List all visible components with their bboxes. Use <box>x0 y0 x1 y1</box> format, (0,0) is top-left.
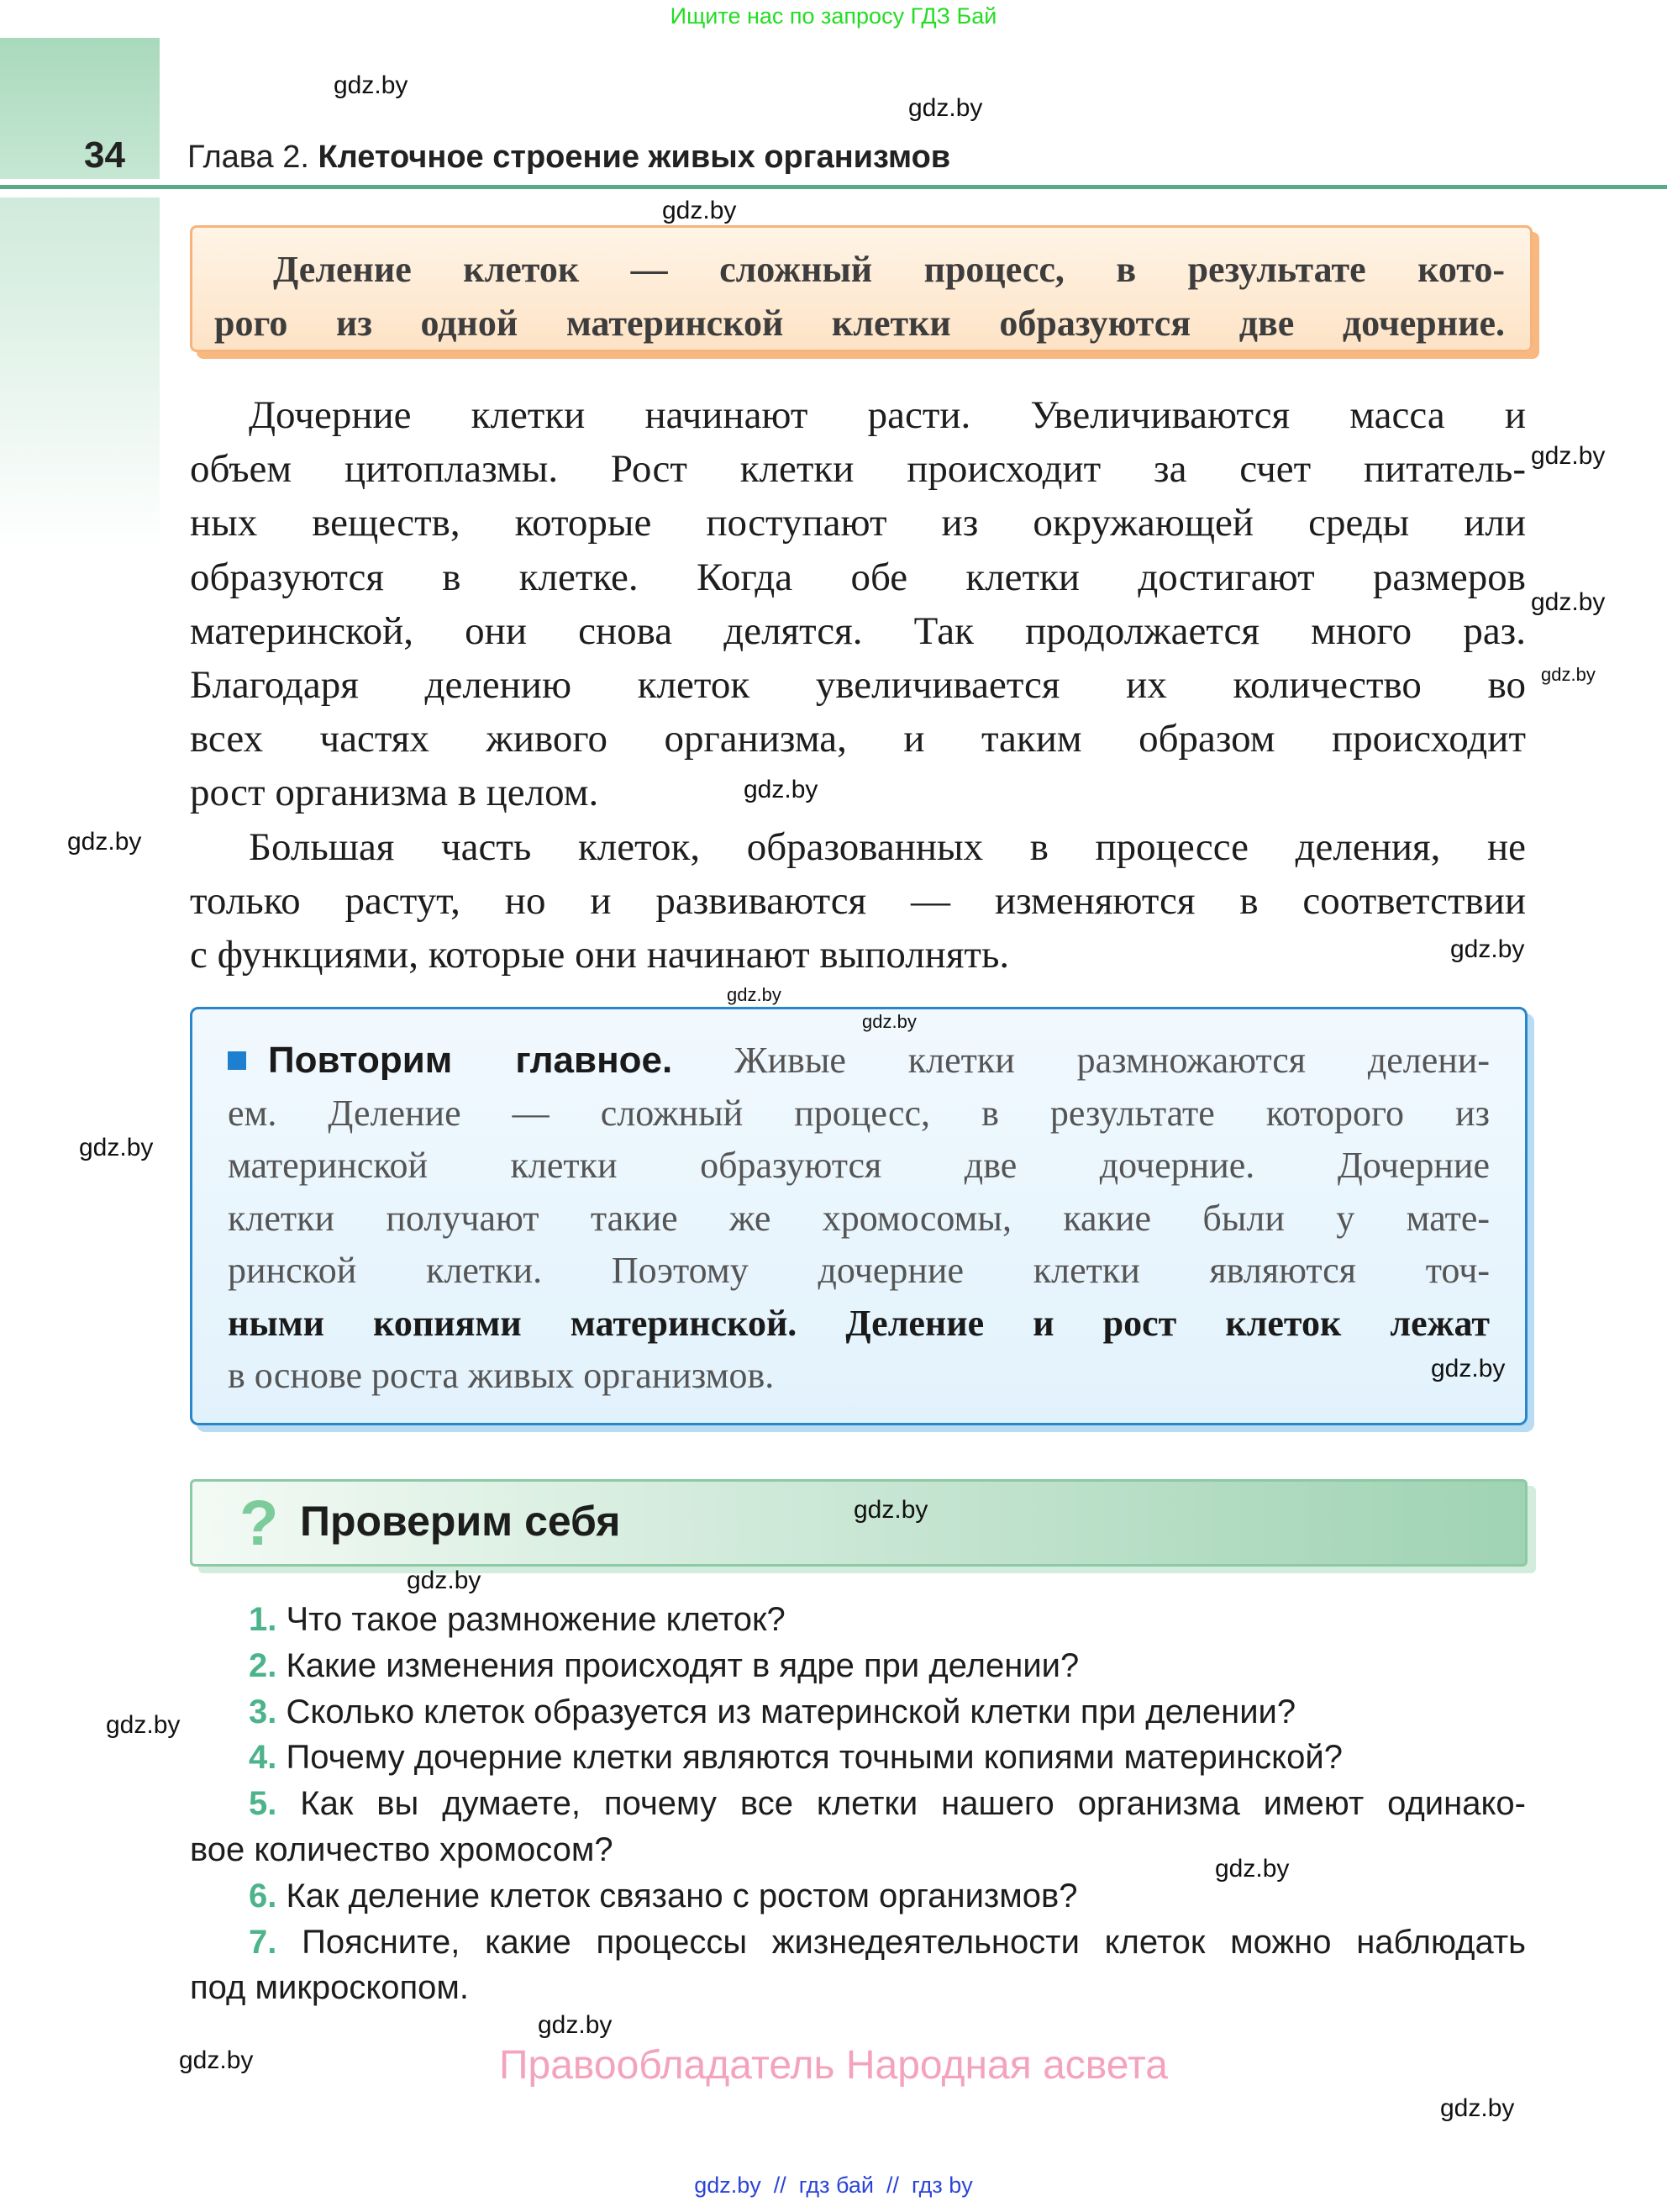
watermark: gdz.by <box>106 1711 181 1739</box>
question-line: под микроскопом. <box>190 1965 469 2011</box>
body-line: объем цитоплазмы. Рост клетки происходит… <box>190 447 1526 492</box>
watermark: gdz.by <box>79 1134 154 1161</box>
body-line: с функциями, которые они начинают выполн… <box>190 933 1010 977</box>
summary-line: ными копиями материнской. Деление и рост… <box>228 1302 1490 1344</box>
summary-line: в основе роста живых организмов. <box>228 1355 775 1396</box>
question-number: 4. <box>249 1739 277 1777</box>
summary-line: материнской клетки образуются две дочерн… <box>228 1145 1490 1186</box>
question-number: 2. <box>249 1646 277 1684</box>
definition-line: рого из одной материнской клетки образую… <box>214 303 1505 344</box>
question-line: 7. Поясните, какие процессы жизнедеятель… <box>190 1920 1526 1966</box>
question-number: 6. <box>249 1877 277 1914</box>
question-line: 5. Как вы думаете, почему все клетки наш… <box>190 1781 1526 1827</box>
paragraph-1: Дочерние клетки начинают расти. Увеличив… <box>190 388 1526 820</box>
question-line: 2. Какие изменения происходят в ядре при… <box>190 1643 1079 1689</box>
summary-line: ринской клетки. Поэтому дочерние клетки … <box>228 1250 1490 1291</box>
watermark: gdz.by <box>1531 588 1606 616</box>
summary-lead: Повторим главное. <box>268 1040 673 1081</box>
question-number: 7. <box>249 1923 277 1961</box>
question-text: Как деление клеток связано с ростом орга… <box>286 1877 1078 1914</box>
body-line: рост организма в целом. <box>190 771 599 815</box>
summary-text: Живые клетки размножаются делени- <box>672 1040 1490 1081</box>
watermark: gdz.by <box>1450 935 1525 963</box>
body-text: Дочерние клетки начинают расти. Увеличив… <box>190 388 1526 982</box>
summary-line: Повторим главное. Живые клетки размножаю… <box>228 1035 1490 1088</box>
page-tab-decoration <box>0 38 160 179</box>
chapter-header: Глава 2. Клеточное строение живых органи… <box>187 140 950 176</box>
question-number: 1. <box>249 1601 277 1638</box>
watermark: gdz.by <box>727 984 781 1005</box>
summary-box: Повторим главное. Живые клетки размножаю… <box>190 1007 1528 1425</box>
watermark: gdz.by <box>854 1496 928 1524</box>
self-check-header: ? Проверим себя <box>190 1479 1528 1567</box>
question-text: Что такое размножение клеток? <box>286 1601 786 1638</box>
definition-box: Деление клеток — сложный процесс, в резу… <box>190 225 1533 352</box>
question-text: под микроскопом. <box>190 1969 470 2007</box>
self-check-title: Проверим себя <box>300 1498 621 1545</box>
question-line: 6. Как деление клеток связано с ростом о… <box>190 1873 1078 1920</box>
question-line: 1. Что такое размножение клеток? <box>190 1597 786 1643</box>
watermark: gdz.by <box>1440 2094 1515 2122</box>
watermark: gdz.by <box>908 94 983 122</box>
definition-line: Деление клеток — сложный процесс, в резу… <box>273 249 1505 290</box>
body-line: ных веществ, которые поступают из окружа… <box>190 501 1526 545</box>
question-line: вое количество хромосом? <box>190 1827 613 1873</box>
body-line: Благодаря делению клеток увеличивается и… <box>190 663 1526 708</box>
watermark: gdz.by <box>1531 442 1606 470</box>
question-number: 5. <box>249 1785 277 1823</box>
header-divider <box>0 185 1667 189</box>
question-number: 3. <box>249 1693 277 1730</box>
footer-links[interactable]: gdz.by // гдз бай // гдз by <box>694 2172 973 2198</box>
summary-line: ем. Деление — сложный процесс, в результ… <box>228 1092 1490 1134</box>
page-number: 34 <box>84 134 125 176</box>
body-line: Дочерние клетки начинают расти. Увеличив… <box>249 393 1526 437</box>
watermark: gdz.by <box>1215 1855 1290 1883</box>
question-text: Как вы думаете, почему все клетки нашего… <box>300 1785 1526 1823</box>
body-line: образуются в клетке. Когда обе клетки до… <box>190 555 1526 599</box>
chapter-title: Клеточное строение живых организмов <box>318 140 951 175</box>
watermark: gdz.by <box>744 776 818 803</box>
watermark: gdz.by <box>407 1567 481 1594</box>
watermark: gdz.by <box>1541 664 1596 685</box>
question-text: Поясните, какие процессы жизнедеятельнос… <box>302 1923 1526 1961</box>
copyright-notice: Правообладатель Народная асвета <box>499 2043 1168 2088</box>
search-banner: Ищите нас по запросу ГДЗ Бай <box>670 3 997 29</box>
question-text: Сколько клеток образуется из материнской… <box>286 1693 1296 1730</box>
watermark: gdz.by <box>67 828 142 856</box>
question-mark-icon: ? <box>239 1488 279 1559</box>
paragraph-2: Большая часть клеток, образованных в про… <box>190 820 1526 982</box>
square-bullet-icon <box>228 1051 246 1070</box>
question-line: 4. Почему дочерние клетки являются точны… <box>190 1735 1343 1781</box>
watermark: gdz.by <box>538 2011 613 2039</box>
question-text: вое количество хромосом? <box>190 1830 613 1868</box>
body-line: материнской, они снова делятся. Так прод… <box>190 608 1526 653</box>
body-line: только растут, но и развиваются — изменя… <box>190 878 1526 923</box>
watermark: gdz.by <box>1431 1355 1506 1382</box>
body-line: Большая часть клеток, образованных в про… <box>249 824 1526 869</box>
watermark: gdz.by <box>862 1011 917 1032</box>
question-text: Почему дочерние клетки являются точными … <box>286 1739 1343 1777</box>
watermark: gdz.by <box>662 197 737 224</box>
question-list: 1. Что такое размножение клеток? 2. Какие… <box>190 1597 1526 2011</box>
body-line: всех частях живого организма, и таким об… <box>190 717 1526 761</box>
watermark: gdz.by <box>179 2046 254 2074</box>
question-text: Какие изменения происходят в ядре при де… <box>286 1646 1080 1684</box>
side-gradient-decoration <box>0 198 160 550</box>
question-line: 3. Сколько клеток образуется из материнс… <box>190 1689 1296 1735</box>
chapter-prefix: Глава 2. <box>187 140 309 175</box>
watermark: gdz.by <box>334 71 408 99</box>
summary-line: клетки получают такие же хромосомы, каки… <box>228 1197 1490 1239</box>
